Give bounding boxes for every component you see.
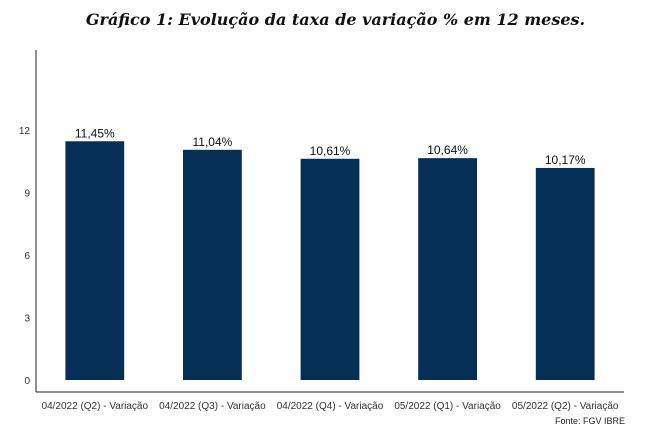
y-tick-label: 6: [24, 251, 30, 262]
bar: [65, 141, 125, 380]
data-label: 10,17%: [545, 153, 586, 167]
y-ticks: 0 3 6 9 12: [19, 126, 31, 387]
bar: [418, 158, 477, 380]
y-tick-label: 3: [24, 313, 30, 324]
data-label: 11,45%: [75, 126, 115, 140]
data-label: 11,04%: [192, 135, 232, 149]
x-ticks: 04/2022 (Q2) - Variação 04/2022 (Q3) - Va…: [42, 401, 619, 412]
bar: [535, 167, 595, 380]
bar: [300, 158, 360, 380]
bars: [65, 141, 595, 380]
source-note: Fonte: FGV IBRE: [554, 416, 625, 426]
x-tick-label: 05/2022 (Q2) - Variação: [512, 401, 619, 412]
x-tick-label: 04/2022 (Q2) - Variação: [42, 401, 149, 412]
data-label: 10,61%: [310, 144, 351, 158]
data-label: 10,64%: [427, 143, 468, 157]
data-labels: 11,45% 11,04% 10,61% 10,64% 10,17%: [75, 126, 586, 167]
y-tick-label: 9: [24, 188, 30, 199]
x-tick-label: 04/2022 (Q4) - Variação: [277, 401, 384, 412]
chart-title: Gráfico 1: Evolução da taxa de variação …: [85, 10, 586, 29]
bar: [183, 149, 242, 380]
x-tick-label: 04/2022 (Q3) - Variação: [159, 401, 266, 412]
y-tick-label: 12: [19, 126, 31, 137]
x-tick-label: 05/2022 (Q1) - Variação: [394, 401, 501, 412]
y-tick-label: 0: [24, 376, 30, 387]
